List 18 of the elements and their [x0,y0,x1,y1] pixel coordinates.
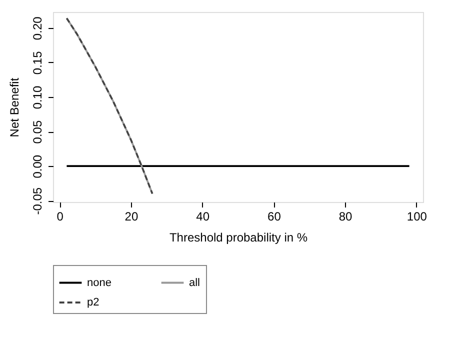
legend-label: all [189,276,200,289]
x-tick-label: 20 [124,210,138,224]
x-axis-title: Threshold probability in % [169,230,308,244]
y-tick-label: 0.10 [30,85,44,110]
y-tick-label: 0.20 [30,16,44,40]
y-tick-label: 0.00 [30,154,44,178]
line-series [66,17,154,195]
y-tick-label: 0.15 [30,50,44,75]
y-tick-label: 0.05 [30,120,44,144]
x-tick-label: 80 [338,210,353,224]
x-tick-label: 40 [196,210,210,224]
legend-label: none [87,276,112,289]
y-tick-label: -0.05 [30,187,44,215]
x-tick-label: 60 [268,210,282,224]
y-axis-title: Net Benefit [8,77,22,138]
x-tick-label: 0 [56,210,64,224]
x-tick-label: 100 [406,210,428,224]
legend-label: p2 [87,296,100,308]
